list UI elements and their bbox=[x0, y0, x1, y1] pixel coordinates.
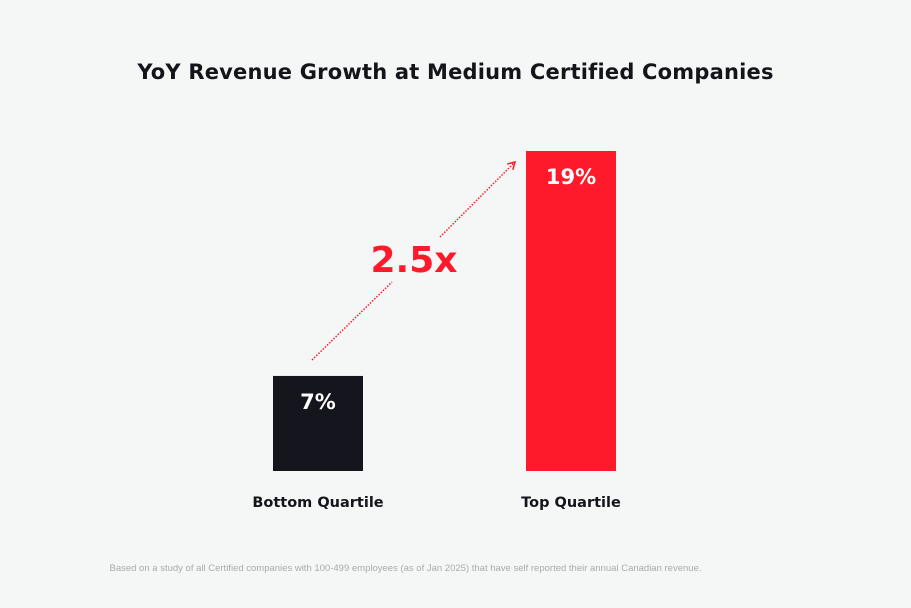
category-label: Top Quartile bbox=[521, 495, 621, 511]
bar-top-quartile bbox=[526, 151, 616, 471]
growth-multiplier-label: 2.5x bbox=[371, 240, 458, 281]
growth-arrow-lower bbox=[311, 281, 393, 361]
chart-title: YoY Revenue Growth at Medium Certified C… bbox=[137, 60, 774, 84]
category-label: Bottom Quartile bbox=[252, 495, 383, 511]
footnote: Based on a study of all Certified compan… bbox=[109, 563, 702, 574]
bar-bottom-quartile bbox=[273, 375, 363, 471]
growth-arrow-upper bbox=[439, 160, 517, 238]
data-label: 7% bbox=[300, 390, 336, 414]
data-label: 19% bbox=[546, 165, 596, 189]
